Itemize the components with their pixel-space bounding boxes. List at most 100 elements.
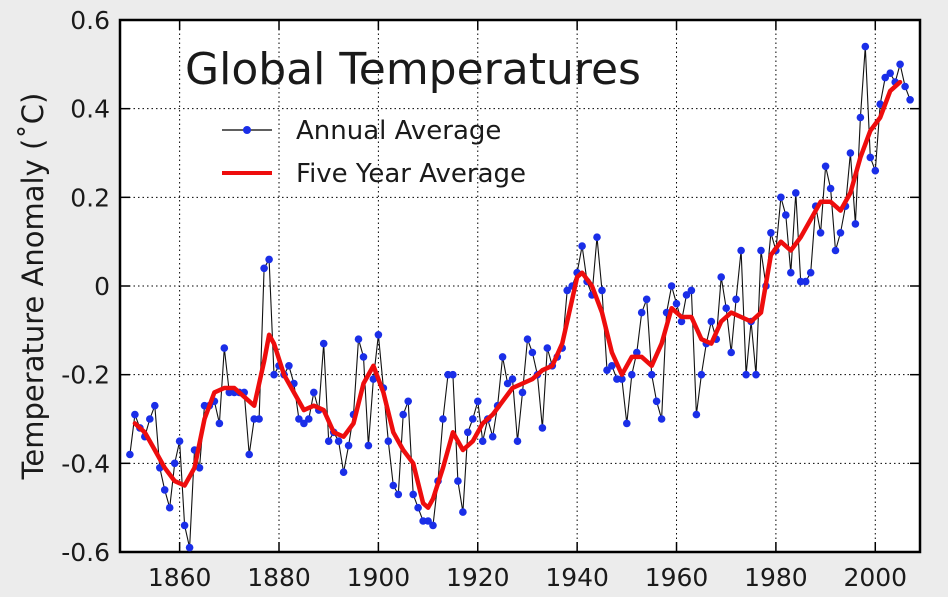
y-tick-label: -0.4	[61, 449, 110, 478]
annual-average-point	[563, 286, 571, 295]
annual-average-point	[146, 415, 154, 423]
annual-average-point	[528, 348, 537, 357]
annual-average-point	[131, 410, 139, 419]
annual-average-point	[886, 69, 894, 77]
annual-average-point	[896, 60, 904, 69]
legend-annual-label: Annual Average	[296, 116, 501, 146]
annual-average-point	[364, 441, 373, 450]
annual-average-point	[717, 273, 725, 281]
annual-average-point	[459, 508, 467, 516]
annual-average-line	[129, 46, 911, 548]
annual-average-point	[737, 246, 745, 255]
annual-average-point	[126, 450, 134, 459]
annual-average-point	[404, 397, 413, 406]
annual-average-point	[787, 268, 795, 277]
annual-average-point	[215, 419, 224, 428]
annual-average-point	[831, 246, 840, 255]
annual-average-point	[424, 517, 432, 525]
annual-average-point	[414, 503, 422, 512]
annual-average-point	[151, 401, 159, 410]
annual-average-point	[608, 362, 616, 370]
x-tick-label: 1960	[645, 563, 709, 592]
legend-five-year-label: Five Year Average	[296, 159, 526, 189]
annual-average-point	[707, 317, 716, 326]
annual-average-point	[180, 521, 189, 530]
annual-average-point	[777, 193, 785, 202]
annual-average-point	[628, 370, 636, 379]
annual-average-point	[195, 464, 204, 472]
five-year-average-line	[132, 79, 903, 510]
x-tick-label: 1900	[347, 563, 411, 592]
annual-average-point	[866, 153, 875, 162]
annual-average-point	[623, 419, 631, 428]
annual-average-point	[543, 344, 552, 352]
annual-average-point	[682, 291, 691, 299]
chart-title: Global Temperatures	[185, 44, 641, 95]
annual-average-point	[652, 397, 661, 406]
annual-average-point	[399, 410, 408, 419]
annual-average-point	[757, 246, 765, 255]
x-tick-label: 1940	[545, 563, 609, 592]
annual-average-point	[742, 370, 750, 379]
annual-average-point	[469, 415, 477, 423]
annual-average-point	[598, 286, 606, 295]
annual-average-point	[846, 149, 855, 157]
annual-average-point	[488, 432, 497, 441]
annual-average-point	[603, 366, 611, 375]
annual-average-point	[851, 220, 860, 228]
annual-average-point	[170, 459, 179, 468]
annual-average-point	[384, 437, 393, 446]
y-tick-label: 0.2	[70, 183, 110, 212]
annual-average-point	[836, 229, 845, 237]
y-ticks: 0.6 0.4 0.2 0 -0.2 -0.4 -0.6	[61, 6, 920, 567]
annual-average-point	[767, 229, 775, 237]
annual-average-point	[160, 486, 169, 494]
annual-average-point	[389, 481, 398, 490]
grid	[120, 20, 920, 552]
annual-average-point	[722, 304, 730, 313]
x-tick-label: 2000	[843, 563, 907, 592]
annual-average-point	[792, 189, 800, 197]
annual-average-point	[478, 437, 487, 446]
annual-average-point	[429, 521, 437, 530]
annual-average-point	[538, 424, 547, 432]
annual-average-point	[861, 42, 870, 51]
annual-average-point	[305, 415, 313, 423]
annual-average-point	[339, 468, 348, 477]
annual-average-point	[324, 437, 333, 446]
annual-average-point	[508, 375, 517, 383]
annual-average-point	[454, 477, 462, 485]
y-tick-label: -0.2	[61, 361, 110, 390]
annual-average-point	[270, 370, 278, 379]
annual-average-point	[687, 286, 696, 295]
annual-average-point	[821, 162, 830, 171]
x-tick-label: 1880	[247, 563, 311, 592]
annual-average-point	[300, 419, 308, 428]
annual-average-point	[667, 282, 676, 290]
annual-average-point	[871, 166, 880, 175]
annual-average-point	[374, 331, 383, 339]
annual-average-point	[498, 353, 507, 361]
y-tick-label: 0.4	[70, 95, 110, 124]
annual-average-point	[165, 503, 174, 512]
annual-average-point	[310, 388, 318, 397]
annual-average-point	[677, 317, 686, 326]
annual-average-point	[578, 242, 586, 250]
annual-average-point	[255, 415, 263, 423]
annual-average-point	[245, 450, 253, 459]
annual-average-point	[906, 96, 914, 104]
annual-average-point	[409, 490, 418, 499]
annual-average-point	[727, 348, 735, 357]
annual-average-point	[672, 299, 681, 308]
annual-average-point	[593, 233, 601, 241]
x-ticks: 1860 1880 1900 1920 1940 1960 1980 2000	[148, 20, 907, 592]
annual-average-point	[394, 490, 403, 499]
annual-average-point	[647, 370, 656, 379]
annual-average-point	[657, 415, 666, 423]
annual-average-point	[260, 264, 268, 273]
y-tick-label: -0.6	[61, 538, 110, 567]
annual-average-point	[901, 82, 909, 91]
annual-average-point	[752, 370, 760, 379]
annual-average-point	[220, 344, 229, 352]
legend: Annual Average Five Year Average	[222, 116, 526, 189]
